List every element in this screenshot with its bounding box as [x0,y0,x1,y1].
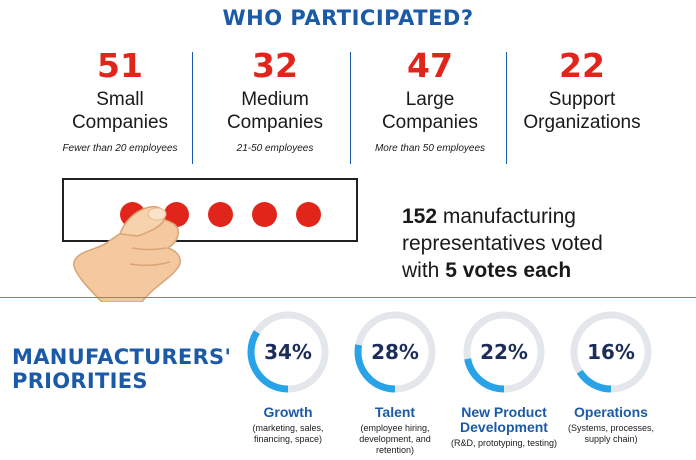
priority-name: Operations [574,404,648,420]
priority-growth: 34% Growth (marketing, sales, financing,… [233,310,343,445]
priority-name: New Product [461,404,547,420]
priority-percent: 16% [587,340,635,364]
stat-label-line1: Medium [241,89,309,110]
ring-chart [354,311,436,393]
votes-text-line1: manufacturing [437,205,576,228]
stat-label-line1: Support [548,89,616,110]
priority-name: Talent [374,404,416,420]
stat-medium-companies: 32 Medium Companies 21-50 employees [195,44,355,154]
votes-text-line3: with [402,259,446,282]
priority-desc-line: (marketing, sales, [252,423,324,433]
priority-percent: 34% [264,340,312,364]
vote-dots-box [62,178,358,242]
hand-illustration [73,206,181,302]
page-title: WHO PARTICIPATED? [222,6,474,30]
stat-subtext: 21-50 employees [236,143,314,154]
divider [506,52,507,164]
stat-support-organizations: 22 Support Organizations [502,44,662,143]
votes-per-person: 5 votes each [445,259,572,282]
vote-dot [296,202,321,227]
priority-desc-line: financing, space) [253,434,323,444]
percent-ring: 34% [246,310,330,394]
section-divider [0,297,696,298]
percent-ring: 16% [569,310,653,394]
stat-label-line1: Large [405,89,455,110]
voter-count: 152 [402,205,438,228]
votes-summary: 152 manufacturing representatives voted … [402,203,692,284]
ring-chart [570,311,652,393]
stat-label-line2: Organizations [523,112,641,133]
divider [350,52,351,164]
priority-desc-line: retention) [375,445,415,455]
stat-number: 51 [97,46,143,85]
ring-arc [247,311,329,393]
stat-label-line1: Small [96,89,144,110]
stat-small-companies: 51 Small Companies Fewer than 20 employe… [40,44,200,154]
priority-desc-line: development, and [359,434,431,444]
ring-arc [570,311,652,393]
stat-label-line2: Companies [226,112,324,133]
ring-chart [247,311,329,393]
percent-ring: 22% [462,310,546,394]
priorities-heading-line1: MANUFACTURERS' [12,345,232,369]
stat-label-line2: Companies [71,112,169,133]
priority-desc-line: (R&D, prototyping, testing) [450,438,558,448]
percent-ring: 28% [353,310,437,394]
priority-percent: 28% [371,340,419,364]
priority-name-line2: Development [460,419,548,435]
stat-number: 32 [252,46,298,85]
priority-percent: 22% [480,340,528,364]
priority-desc-line: (employee hiring, [360,423,430,433]
stat-label-line2: Companies [381,112,479,133]
ring-arc [463,311,545,393]
stat-number: 22 [559,46,605,85]
divider [192,52,193,164]
priority-operations: 16% Operations (Systems, processes, supp… [556,310,666,445]
priorities-heading-line2: PRIORITIES [12,369,148,393]
priority-desc-line: (Systems, processes, [567,423,655,433]
stat-subtext: Fewer than 20 employees [62,143,178,154]
stat-subtext: More than 50 employees [374,143,486,154]
vote-dot [208,202,233,227]
stat-number: 47 [407,46,453,85]
ring-chart [463,311,545,393]
stat-large-companies: 47 Large Companies More than 50 employee… [350,44,510,154]
priority-desc-line: supply chain) [584,434,638,444]
priority-name: Growth [263,404,313,420]
ring-arc [354,311,436,393]
priority-new-product-development: 22% New Product Development (R&D, protot… [449,310,559,449]
priorities-heading: MANUFACTURERS' PRIORITIES [12,345,242,393]
votes-text-line2: representatives voted [402,232,603,255]
participant-stats: 51 Small Companies Fewer than 20 employe… [40,44,680,164]
vote-dot [252,202,277,227]
priority-talent: 28% Talent (employee hiring, development… [340,310,450,456]
